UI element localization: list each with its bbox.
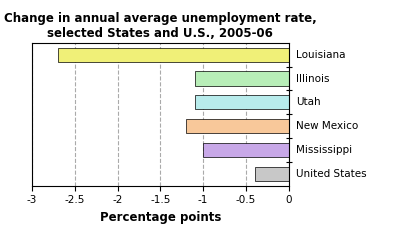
Text: New Mexico: New Mexico [296,121,358,131]
X-axis label: Percentage points: Percentage points [100,211,221,224]
Bar [203,143,289,157]
Text: Illinois: Illinois [296,74,329,84]
Text: United States: United States [296,169,366,179]
Text: Utah: Utah [296,97,320,107]
Title: Change in annual average unemployment rate,
selected States and U.S., 2005-06: Change in annual average unemployment ra… [4,12,317,40]
Bar [58,48,289,62]
Bar [186,119,289,133]
Text: Louisiana: Louisiana [296,50,345,60]
Text: Mississippi: Mississippi [296,145,352,155]
Bar [194,95,289,109]
Bar [255,167,289,181]
Bar [194,71,289,86]
